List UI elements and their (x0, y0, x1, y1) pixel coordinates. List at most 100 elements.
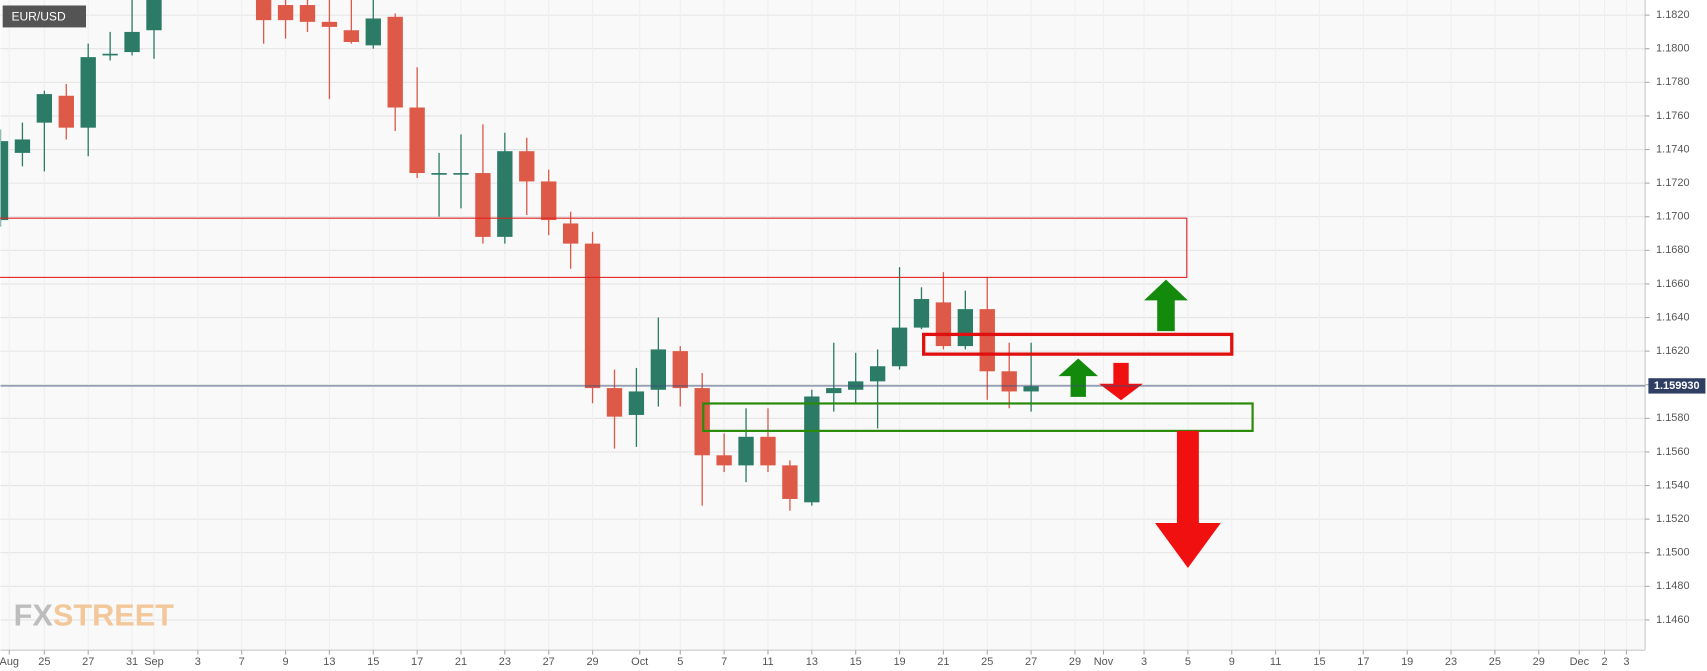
x-tick-label: 21 (455, 656, 467, 668)
candle-body (541, 181, 557, 221)
candle-body (80, 57, 96, 128)
grid (0, 14, 1646, 621)
x-tick-label: 17 (1357, 656, 1369, 668)
y-tick-label: 1.1700 (1656, 211, 1690, 223)
candle-body (387, 16, 403, 108)
x-tick-label: 23 (499, 656, 511, 668)
plot-background (0, 0, 1645, 650)
x-tick-label: 13 (323, 656, 335, 668)
x-tick-label: 27 (1025, 656, 1037, 668)
candle-body (255, 0, 272, 21)
x-tick-label: 9 (1229, 656, 1235, 668)
x-tick-label: 9 (283, 656, 289, 668)
x-tick-label: 29 (586, 656, 598, 668)
y-tick-label: 1.1500 (1656, 547, 1690, 559)
candles (0, 0, 1039, 511)
red-zone (922, 332, 1234, 356)
x-tick-label: Aug (0, 656, 19, 668)
y-tick-label: 1.1480 (1656, 580, 1690, 592)
x-tick-label: 25 (981, 656, 993, 668)
watermark: FXSTREET (14, 597, 175, 632)
candle-body (1023, 386, 1039, 392)
candle-body (146, 0, 162, 31)
candle-body (869, 366, 886, 382)
candle-body (321, 21, 338, 27)
x-tick-label: 7 (239, 656, 245, 668)
x-tick-label: 2 (1601, 656, 1607, 668)
symbol-box (2, 5, 87, 28)
up-arrow (1144, 279, 1188, 332)
candle-body (913, 299, 930, 328)
y-tick-label: 1.1620 (1656, 345, 1690, 357)
candle-body (124, 31, 140, 53)
candle-body (957, 309, 974, 347)
candle-body (716, 455, 732, 466)
candle-body (14, 139, 31, 153)
y-tick-label: 1.1680 (1656, 244, 1690, 256)
candle-body (0, 141, 9, 221)
down-arrow (1155, 430, 1221, 568)
y-tick-label: 1.1520 (1656, 513, 1690, 525)
x-tick-label: 23 (1445, 656, 1457, 668)
y-tick-label: 1.1460 (1656, 614, 1690, 626)
x-tick-label: Oct (631, 656, 648, 668)
candle-body (102, 53, 118, 56)
candle-body (826, 388, 842, 394)
down-arrow (1099, 362, 1143, 401)
y-tick-label: 1.1560 (1656, 446, 1690, 458)
up-arrow (1058, 358, 1098, 397)
annotations (0, 217, 1254, 568)
candle-body (782, 465, 798, 499)
y-tick-label: 1.1720 (1656, 177, 1690, 189)
candle-body (1001, 371, 1017, 392)
candle-body (979, 309, 995, 372)
candle-body (804, 396, 820, 503)
y-tick-label: 1.1740 (1656, 143, 1690, 155)
x-tick-label: 31 (126, 656, 138, 668)
x-tick-label: 5 (1185, 656, 1191, 668)
candle-body (365, 18, 381, 46)
candle-body (738, 436, 754, 466)
candle-body (497, 151, 513, 237)
candle-body (891, 327, 908, 367)
x-tick-label: 25 (38, 656, 50, 668)
x-tick-label: 3 (1141, 656, 1147, 668)
candle-body (606, 388, 623, 417)
candle-body (562, 223, 579, 244)
y-tick-label: 1.1760 (1656, 110, 1690, 122)
candle-body (453, 173, 469, 175)
candle-body (36, 94, 53, 123)
y-tick-label: 1.1660 (1656, 278, 1690, 290)
x-tick-label: 5 (677, 656, 683, 668)
x-tick-label: 25 (1489, 656, 1501, 668)
x-tick-label: 19 (893, 656, 905, 668)
candle-body (343, 30, 360, 43)
x-tick-label: 27 (543, 656, 555, 668)
candle-body (409, 107, 425, 174)
x-tick-label: 7 (721, 656, 727, 668)
y-tick-label: 1.1800 (1656, 43, 1690, 55)
candle-body (519, 151, 535, 182)
resistance-zone (0, 217, 1188, 278)
axes: 1.1460 1.1480 1.1500 1.1520 1.1540 1.1560 1.15… (0, 9, 1706, 668)
last-price-label: 1.159930 (1654, 380, 1700, 392)
x-tick-label: 15 (367, 656, 379, 668)
x-tick-label: Nov (1094, 656, 1114, 668)
x-tick-label: 11 (1270, 656, 1281, 668)
x-tick-label: Sep (144, 656, 164, 668)
x-tick-label: 11 (762, 656, 773, 668)
candle-body (277, 5, 294, 21)
symbol: EUR/USD (11, 10, 66, 24)
x-tick-label: 15 (850, 656, 862, 668)
green-zone (702, 402, 1254, 432)
x-tick-label: 19 (1401, 656, 1413, 668)
candle-body (299, 5, 316, 22)
candle-body (475, 173, 491, 237)
x-tick-label: 17 (411, 656, 423, 668)
x-tick-label: Dec (1570, 656, 1590, 668)
x-tick-label: 3 (195, 656, 201, 668)
y-tick-label: 1.1540 (1656, 479, 1690, 491)
candle-body (760, 436, 776, 466)
candle-body (628, 391, 645, 415)
